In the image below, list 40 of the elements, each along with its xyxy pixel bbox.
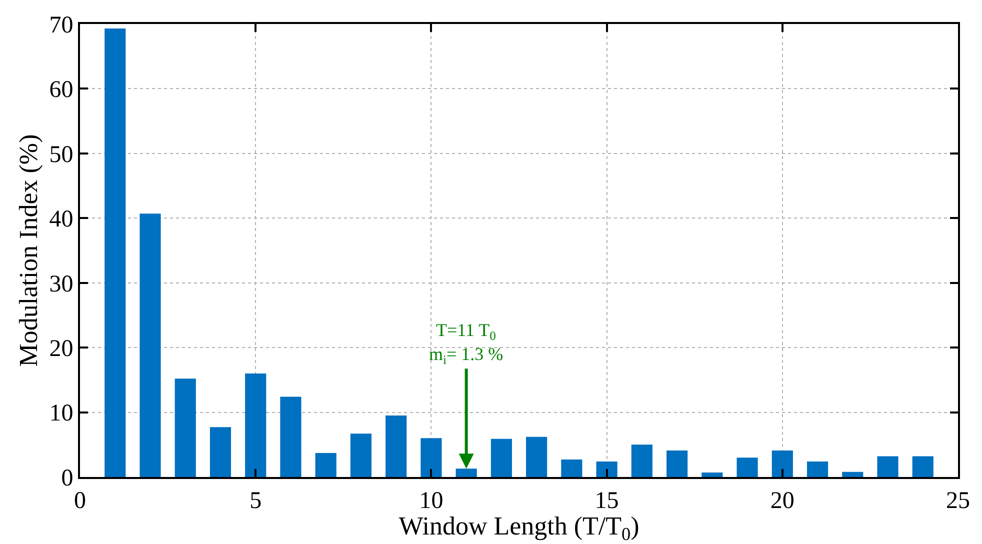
annotation: T=11 T$_{0}$ — [436, 320, 496, 343]
bar — [210, 427, 232, 477]
y-axis-title: Modulation Index (%) — [14, 134, 44, 367]
x-tick-label: 15 — [594, 488, 619, 514]
bar — [561, 460, 582, 477]
bar — [631, 444, 652, 477]
y-tick-label: 0 — [61, 465, 74, 492]
bar — [174, 378, 196, 477]
bar — [140, 214, 161, 477]
bar — [736, 458, 758, 477]
y-tick-label: 50 — [49, 142, 74, 168]
y-tick-label: 10 — [49, 400, 74, 427]
bar — [420, 438, 442, 477]
x-axis-title: Window Length (T/T$_{0}$) — [398, 512, 640, 544]
bar — [245, 373, 266, 477]
x-tick-label: 5 — [250, 488, 262, 514]
bar — [386, 416, 407, 477]
bar — [842, 472, 864, 477]
y-tick-label: 20 — [49, 336, 74, 362]
bar — [912, 456, 934, 477]
y-tick-label: 60 — [49, 77, 74, 104]
y-tick-label: 70 — [49, 12, 74, 38]
bar — [596, 461, 618, 477]
bar — [490, 438, 512, 477]
bar — [526, 436, 548, 477]
bar — [772, 450, 793, 477]
bar — [702, 472, 723, 477]
bar — [350, 434, 372, 477]
y-tick-label: 40 — [49, 206, 74, 233]
bar — [666, 450, 688, 477]
x-tick-label: 25 — [946, 488, 970, 514]
bar — [806, 461, 828, 477]
bar — [280, 396, 302, 477]
bar — [104, 28, 126, 477]
y-tick-label: 30 — [49, 271, 74, 298]
bar — [315, 453, 336, 477]
bar — [877, 456, 898, 477]
x-tick-label: 20 — [770, 488, 794, 514]
x-tick-label: 10 — [419, 488, 444, 514]
annotation: m$_{i}$= 1.3 % — [429, 344, 504, 367]
